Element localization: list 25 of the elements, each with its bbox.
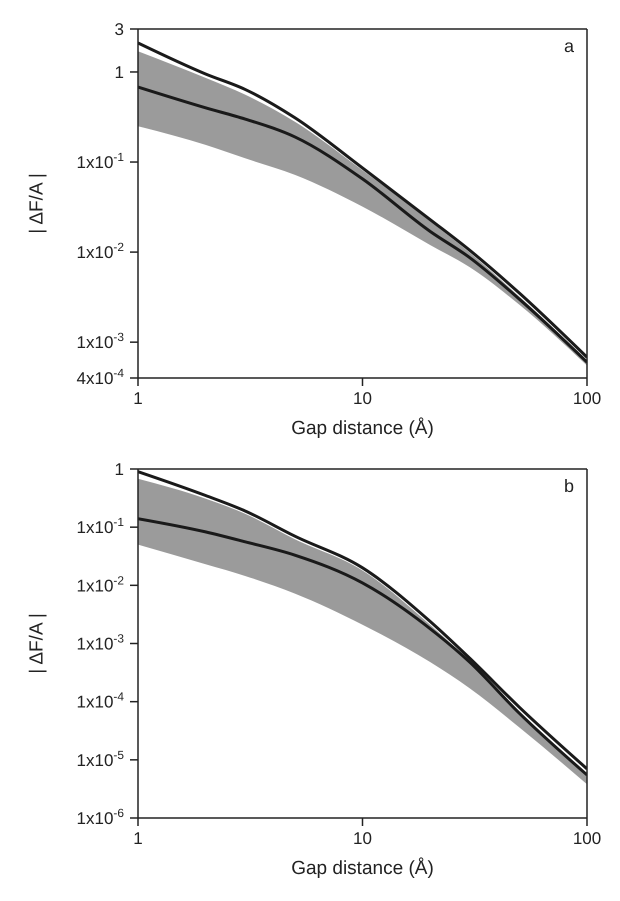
x-tick-label: 100 [572, 389, 602, 408]
y-axis-title: | ΔF/A | [26, 173, 48, 234]
x-tick-label: 1 [133, 389, 143, 408]
x-tick-label: 100 [572, 829, 602, 848]
x-axis-title: Gap distance (Å) [291, 857, 434, 879]
x-tick-label: 10 [353, 829, 372, 848]
y-tick-label: 1 [114, 62, 124, 82]
y-tick-label: 1x10$^{-6}$ [76, 806, 124, 828]
y-tick-label: 1x10$^{-1}$ [76, 150, 124, 172]
y-tick-label: 1x10$^{-5}$ [76, 748, 124, 770]
annotation: b [564, 476, 574, 497]
y-tick-label: 1x10$^{-4}$ [76, 690, 124, 712]
y-tick-label: 1 [114, 460, 124, 479]
y-tick-label: 3 [114, 20, 124, 39]
annotation: a [564, 36, 574, 57]
y-tick-label: 1x10$^{-1}$ [76, 515, 124, 538]
y-tick-label: 4x10$^{-4}$ [76, 366, 124, 388]
x-axis-title: Gap distance (Å) [291, 417, 434, 439]
y-axis-title: | ΔF/A | [26, 613, 48, 674]
y-tick-label: 1x10$^{-3}$ [76, 631, 124, 654]
x-tick-label: 1 [133, 829, 143, 848]
y-tick-label: 1x10$^{-2}$ [76, 240, 124, 262]
x-tick-label: 10 [353, 389, 372, 408]
y-tick-label: 1x10$^{-2}$ [76, 573, 124, 596]
y-tick-label: 1x10$^{-3}$ [76, 330, 124, 352]
